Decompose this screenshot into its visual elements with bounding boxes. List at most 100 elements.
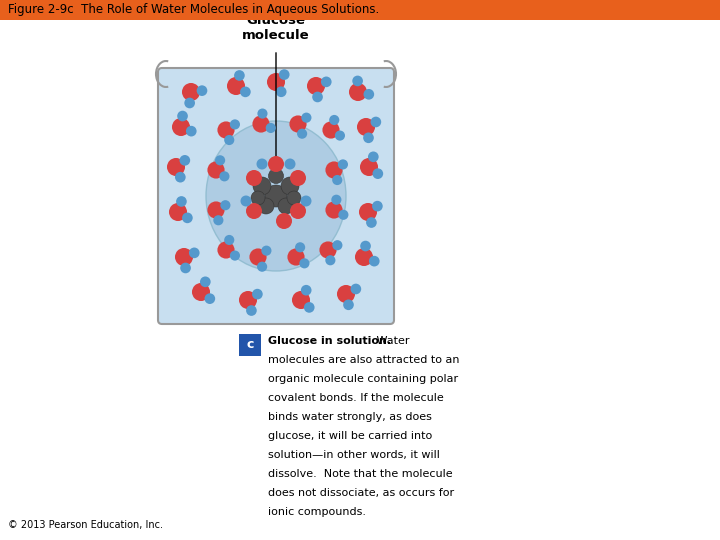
Circle shape: [261, 246, 271, 256]
FancyBboxPatch shape: [158, 68, 394, 324]
Circle shape: [289, 116, 307, 133]
Circle shape: [349, 83, 367, 101]
Circle shape: [300, 258, 310, 268]
Circle shape: [179, 155, 190, 166]
Circle shape: [184, 98, 195, 109]
Circle shape: [329, 115, 339, 125]
Circle shape: [224, 135, 234, 145]
Circle shape: [364, 89, 374, 100]
Circle shape: [292, 291, 310, 309]
Circle shape: [333, 240, 343, 250]
Circle shape: [290, 170, 306, 186]
Circle shape: [338, 159, 348, 170]
Text: organic molecule containing polar: organic molecule containing polar: [268, 374, 458, 384]
Circle shape: [276, 213, 292, 229]
Circle shape: [300, 195, 312, 206]
Circle shape: [265, 185, 287, 207]
Circle shape: [230, 119, 240, 130]
Circle shape: [352, 76, 363, 86]
Text: dissolve.  Note that the molecule: dissolve. Note that the molecule: [268, 469, 453, 479]
Circle shape: [368, 152, 379, 162]
Text: glucose, it will be carried into: glucose, it will be carried into: [268, 431, 432, 441]
Circle shape: [220, 200, 230, 210]
Circle shape: [323, 122, 340, 139]
Text: Figure 2-9c  The Role of Water Molecules in Aqueous Solutions.: Figure 2-9c The Role of Water Molecules …: [8, 3, 379, 17]
Circle shape: [278, 198, 294, 214]
Circle shape: [343, 300, 354, 310]
Circle shape: [297, 129, 307, 139]
Text: binds water strongly, as does: binds water strongly, as does: [268, 412, 432, 422]
Circle shape: [302, 113, 312, 123]
Circle shape: [215, 155, 225, 165]
Circle shape: [246, 170, 262, 186]
Circle shape: [284, 159, 295, 170]
Circle shape: [287, 248, 305, 266]
Circle shape: [371, 117, 381, 127]
Circle shape: [351, 284, 361, 294]
Circle shape: [256, 159, 268, 170]
Circle shape: [281, 177, 299, 195]
Circle shape: [246, 305, 257, 316]
Circle shape: [332, 175, 342, 185]
Circle shape: [257, 261, 267, 272]
Circle shape: [182, 213, 193, 223]
Circle shape: [320, 241, 336, 259]
Text: covalent bonds. If the molecule: covalent bonds. If the molecule: [268, 393, 444, 403]
Circle shape: [287, 191, 301, 205]
Text: solution—in other words, it will: solution—in other words, it will: [268, 450, 440, 460]
Circle shape: [192, 283, 210, 301]
Circle shape: [307, 77, 325, 95]
Circle shape: [276, 86, 287, 97]
Circle shape: [337, 285, 355, 303]
Circle shape: [175, 172, 186, 183]
Text: © 2013 Pearson Education, Inc.: © 2013 Pearson Education, Inc.: [8, 520, 163, 530]
Circle shape: [239, 291, 257, 309]
Circle shape: [360, 158, 378, 176]
Circle shape: [301, 285, 312, 295]
Circle shape: [217, 122, 235, 139]
Circle shape: [257, 109, 268, 119]
Circle shape: [167, 158, 185, 176]
Circle shape: [169, 203, 187, 221]
Circle shape: [369, 256, 379, 266]
Circle shape: [372, 201, 383, 212]
Text: Glucose
molecule: Glucose molecule: [242, 14, 310, 42]
Circle shape: [335, 131, 345, 140]
FancyBboxPatch shape: [239, 334, 261, 356]
Circle shape: [253, 116, 269, 133]
Circle shape: [177, 111, 188, 122]
Circle shape: [217, 241, 235, 259]
Circle shape: [240, 86, 251, 97]
Circle shape: [180, 262, 191, 273]
Circle shape: [295, 242, 305, 252]
Circle shape: [227, 77, 245, 95]
Text: Water: Water: [373, 336, 410, 346]
Circle shape: [220, 171, 230, 181]
Circle shape: [321, 77, 332, 87]
Circle shape: [360, 241, 371, 251]
Circle shape: [258, 198, 274, 214]
Circle shape: [279, 69, 289, 80]
Circle shape: [182, 83, 200, 101]
Circle shape: [290, 203, 306, 219]
Circle shape: [176, 196, 186, 207]
Circle shape: [207, 161, 225, 179]
Text: does not dissociate, as occurs for: does not dissociate, as occurs for: [268, 488, 454, 498]
Circle shape: [372, 168, 383, 179]
Circle shape: [213, 215, 223, 225]
Ellipse shape: [206, 121, 346, 271]
Circle shape: [325, 201, 343, 219]
Circle shape: [366, 217, 377, 228]
Circle shape: [172, 118, 190, 136]
Text: c: c: [246, 339, 253, 352]
Circle shape: [230, 251, 240, 261]
Circle shape: [325, 255, 336, 265]
Circle shape: [175, 248, 193, 266]
Circle shape: [363, 132, 374, 143]
Circle shape: [312, 92, 323, 102]
Text: molecules are also attracted to an: molecules are also attracted to an: [268, 355, 459, 365]
Circle shape: [207, 201, 225, 219]
Circle shape: [338, 210, 348, 220]
Circle shape: [267, 73, 285, 91]
Circle shape: [249, 248, 266, 266]
